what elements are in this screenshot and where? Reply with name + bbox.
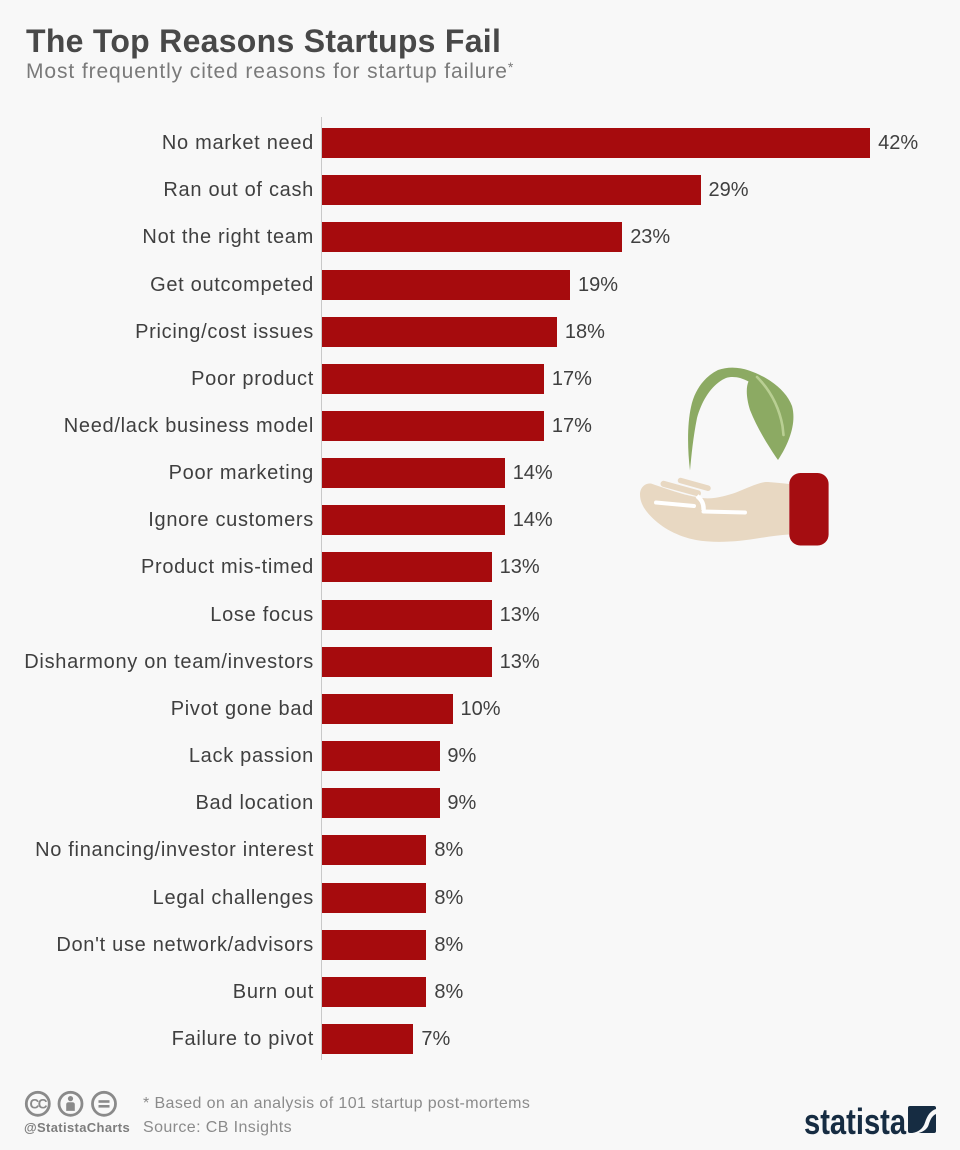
svg-text:CC: CC bbox=[29, 1096, 47, 1111]
